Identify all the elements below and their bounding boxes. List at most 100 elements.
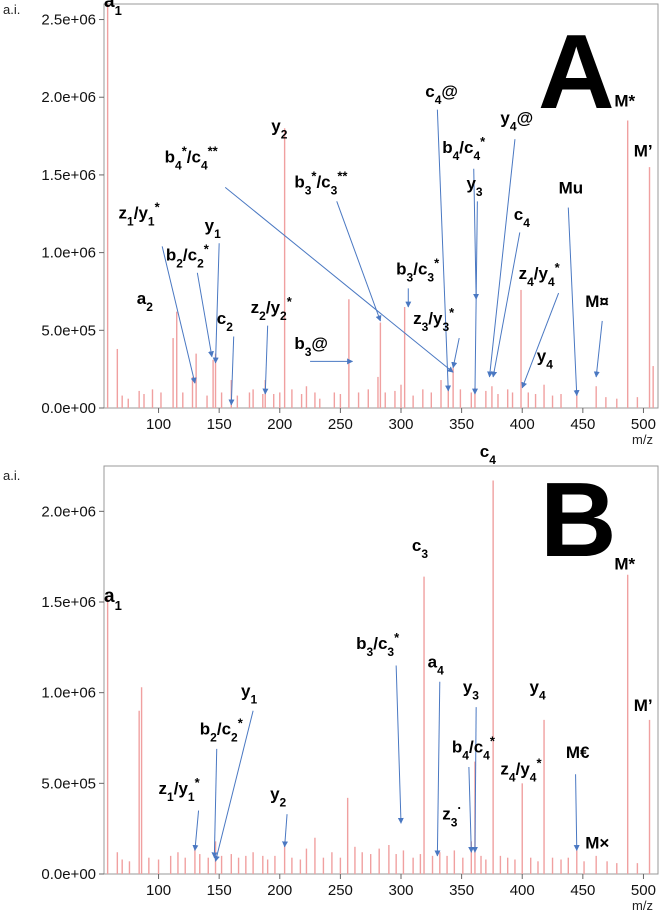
annotation-arrow [471,707,478,853]
x-tick-label: 350 [449,882,474,899]
ion-label-sub: 3 [387,645,394,659]
annotation-arrow [487,139,516,378]
ion-label-main: M¤ [585,292,609,311]
x-tick-label: 400 [510,882,535,899]
annotation-arrow [211,748,218,859]
annotation-arrow [336,201,382,322]
ion-label: M* [614,92,635,111]
ion-label: z2/y2* [251,294,293,324]
ion-label-main: M€ [566,743,590,762]
ion-label-sub: 1 [250,692,257,706]
ion-label-sub: 3 [421,547,428,561]
ion-label-sup: * [182,143,188,158]
ion-label: y1 [241,681,257,706]
ion-label-main: b [442,138,452,157]
ion-label-main: y [241,681,251,700]
ion-label-main: /c [183,245,197,264]
ion-label-main: z [413,309,422,328]
x-tick-label: 200 [267,882,292,899]
y-tick-label: 2.5e+06 [41,12,96,29]
ion-label-main: M* [614,554,635,573]
annotation-arrow [228,336,235,406]
y-tick-label: 0.0e+00 [41,400,96,417]
ion-label: y2 [271,116,287,141]
ion-label-main: /c [373,634,387,653]
ion-label-main: b [166,245,176,264]
ion-label-sub: 4 [539,689,546,703]
ion-label-sub: 4 [175,158,182,172]
ion-label-main: z [442,805,451,824]
panel-a-y-ticks: 0.0e+00 5.0e+05 1.0e+06 1.5e+06 2.0e+06 2.5e+… [41,12,104,417]
ion-label: b4/c4* [442,134,486,164]
ion-label-sub: 3 [472,689,479,703]
ion-label: b2/c2* [166,241,210,271]
annotation-arrow [593,320,603,378]
ion-label-sub: 3 [476,185,483,199]
ion-label-main: b [452,738,462,757]
annotation-arrow [224,186,454,373]
annotation-arrow [472,201,479,395]
annotation-arrow [282,814,289,848]
ion-label: M× [585,834,609,853]
ion-label-main: c [217,309,226,328]
annotation-arrow [491,232,521,378]
ion-label-main: /c [469,738,483,757]
y-tick-label: 1.0e+06 [41,685,96,702]
ion-label-main: /c [217,719,231,738]
ion-label-sup: * [394,630,400,645]
ion-label: y4@ [500,109,533,134]
annotation-arrow [436,109,452,392]
ion-label-main: /c [316,172,330,191]
panel-b-arrows [192,665,580,862]
ion-label-main: a [428,652,438,671]
ion-label: y2 [270,785,286,810]
panel-b-label: B [540,461,617,579]
ion-label-main: z [519,264,528,283]
ion-label-sub: 4 [530,770,537,784]
ion-label: z4/y4* [500,755,542,785]
annotation-arrow [473,168,480,300]
annotation-arrow [395,665,404,824]
ion-label-main: c [412,536,421,555]
ion-label-sup: * [490,733,496,748]
ion-label: M€ [566,743,590,762]
annotation-arrow [213,710,254,862]
ion-label-sub: 3 [422,320,429,334]
ion-label-main: y [500,109,510,128]
ion-label-sub: 1 [148,214,155,228]
ion-label-sub: 2 [259,309,266,323]
ion-label-sub: 4 [201,158,208,172]
ion-label-sub: 3 [331,183,338,197]
panel-a-label: A [538,13,615,131]
y-tick-label: 2.0e+06 [41,503,96,520]
ion-label-sub: 4 [523,216,530,230]
ion-label-main: y [205,216,215,235]
ion-label: c3 [412,536,428,561]
x-tick-label: 150 [207,416,232,433]
ion-label-main: y [537,346,547,365]
ion-label-sub: 1 [115,598,122,613]
ion-label: b4*/c4** [165,143,219,173]
ion-label-main: /y [266,298,281,317]
ion-label: y4 [530,678,546,703]
ion-label-main: /y [134,203,149,222]
ion-label: c4@ [425,82,458,107]
ion-label: M’ [634,141,653,160]
ion-label-sub: 3 [427,270,434,284]
ion-label-main: M* [614,92,635,111]
x-tick-label: 300 [388,416,413,433]
ion-label-sub: 3 [442,320,449,334]
panel-a-x-ticks: 100 150 200 250 300 350 400 450 500 [146,408,656,433]
panel-a-xlabel: m/z [632,432,653,447]
x-tick-label: 450 [570,882,595,899]
ion-label: c4 [514,205,530,230]
x-tick-label: 250 [328,416,353,433]
annotation-arrow [451,337,460,369]
ion-label: M’ [634,696,653,715]
ion-label: a2 [137,289,153,314]
ion-label-main: b [356,634,366,653]
ion-label: b4/c4* [452,733,496,763]
ion-label-sup: * [449,305,455,320]
panel-b-y-ticks: 0.0e+00 5.0e+05 1.0e+06 1.5e+06 2.0e+06 [41,503,104,883]
